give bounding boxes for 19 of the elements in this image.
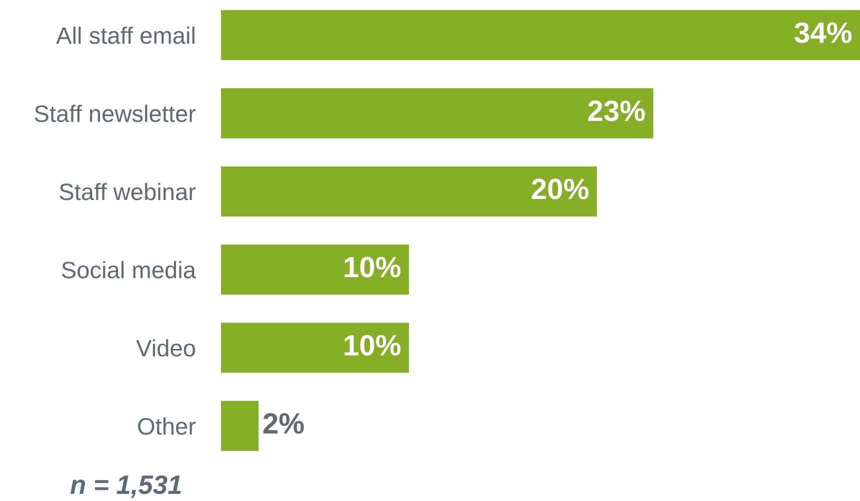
bar: [221, 166, 597, 216]
bar: [221, 244, 409, 295]
y-tick-label: Other: [138, 417, 196, 435]
y-tick-label: Video: [136, 339, 196, 357]
data-label: 10%: [344, 334, 401, 356]
y-tick-label: Staff newsletter: [34, 104, 196, 122]
data-label: 2%: [263, 413, 304, 434]
bar: [221, 400, 259, 451]
bar: [221, 322, 409, 373]
data-label: 34%: [794, 22, 852, 44]
data-label: 20%: [532, 178, 588, 200]
data-label: 10%: [344, 256, 401, 278]
bar: [221, 10, 860, 60]
text: n = 1,531: [70, 475, 181, 498]
bar: [221, 88, 654, 138]
y-tick-label: Social media: [62, 261, 196, 278]
data-label: 23%: [588, 100, 645, 122]
y-tick-label: All staff email: [56, 26, 194, 44]
y-tick-label: Staff webinar: [60, 182, 196, 200]
